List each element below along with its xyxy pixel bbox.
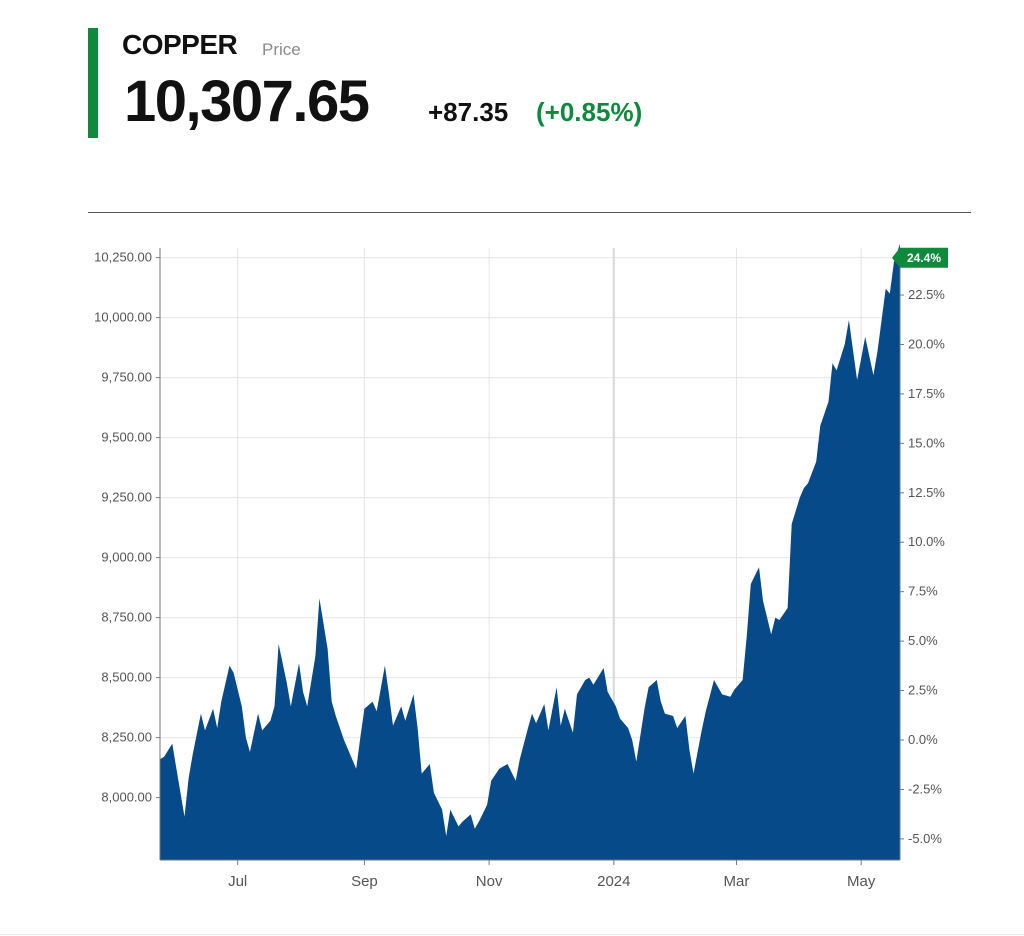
- y-left-tick-label: 9,000.00: [101, 550, 152, 565]
- y-left-tick-label: 8,500.00: [101, 670, 152, 685]
- x-tick-label: Mar: [724, 873, 750, 890]
- y-right-tick-label: -2.5%: [908, 781, 942, 796]
- y-left-tick-label: 9,250.00: [101, 490, 152, 505]
- bottom-divider: [0, 934, 1024, 935]
- y-right-tick-label: 0.0%: [908, 732, 938, 747]
- x-tick-label: Nov: [476, 873, 503, 890]
- y-right-tick-label: 20.0%: [908, 336, 945, 351]
- x-tick-label: Sep: [351, 873, 378, 890]
- badge-shape: [892, 247, 948, 268]
- y-left-tick-label: 8,750.00: [101, 610, 152, 625]
- y-right-tick-label: -5.0%: [908, 831, 942, 846]
- price-label: Price: [262, 40, 301, 59]
- symbol-title: COPPER: [122, 29, 238, 60]
- x-tick-label: Jul: [228, 873, 247, 890]
- y-right-tick-label: 12.5%: [908, 485, 945, 500]
- x-tick-label: May: [847, 873, 876, 890]
- y-left-tick-label: 10,250.00: [94, 250, 152, 265]
- y-right-tick-label: 22.5%: [908, 287, 945, 302]
- y-right-tick-label: 15.0%: [908, 435, 945, 450]
- price-chart[interactable]: 10,250.00 10,000.00 9,750.00 9,500.00 9,250.…: [0, 236, 1024, 896]
- y-right-tick-label: 2.5%: [908, 683, 938, 698]
- y-left-tick-label: 10,000.00: [94, 310, 152, 325]
- badge-label: 24.4%: [907, 251, 941, 265]
- y-right-tick-label: 10.0%: [908, 534, 945, 549]
- y-left-tick-label: 8,000.00: [101, 790, 152, 805]
- last-price: 10,307.65: [124, 69, 370, 134]
- accent-bar: [88, 28, 98, 138]
- y-left-tick-label: 9,500.00: [101, 430, 152, 445]
- y-right-tick-label: 7.5%: [908, 584, 938, 599]
- price-chart-svg[interactable]: 10,250.00 10,000.00 9,750.00 9,500.00 9,250.…: [0, 236, 1024, 896]
- price-change-percent: (+0.85%): [536, 97, 643, 127]
- header-divider: [88, 212, 971, 213]
- y-left-tick-label: 9,750.00: [101, 370, 152, 385]
- x-tick-label: 2024: [597, 873, 630, 890]
- y-right-tick-label: 17.5%: [908, 386, 945, 401]
- price-area: [160, 243, 900, 861]
- y-left-tick-label: 8,250.00: [101, 730, 152, 745]
- price-change: +87.35: [428, 97, 509, 127]
- last-change-badge: 24.4%: [892, 247, 948, 268]
- y-right-tick-label: 5.0%: [908, 633, 938, 648]
